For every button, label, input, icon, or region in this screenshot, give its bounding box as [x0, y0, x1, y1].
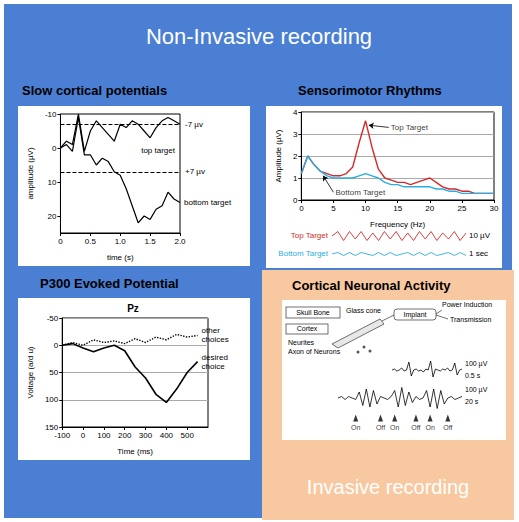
svg-text:400: 400 — [160, 431, 174, 440]
svg-text:1.5: 1.5 — [145, 237, 157, 246]
html-text:100 µV: 100 µV — [465, 386, 488, 393]
svg-text:choice: choice — [202, 362, 226, 371]
html-text:Pz: Pz — [127, 303, 139, 314]
svg-text:2: 2 — [293, 152, 298, 161]
svg-text:top target: top target — [141, 146, 176, 155]
svg-text:Skull Bone: Skull Bone — [296, 309, 330, 316]
svg-text:1: 1 — [293, 174, 298, 183]
svg-text:Transmission: Transmission — [450, 316, 491, 323]
svg-text:Glass cone: Glass cone — [346, 307, 381, 314]
svg-text:Implant: Implant — [404, 311, 427, 319]
svg-text:5: 5 — [331, 204, 336, 213]
svg-text:time (s): time (s) — [107, 253, 134, 262]
svg-text:choices: choices — [202, 335, 229, 344]
html-text:Cortical Neuronal Activity: Cortical Neuronal Activity — [292, 278, 451, 293]
svg-text:0: 0 — [299, 204, 304, 213]
html-text:10 µV: 10 µV — [469, 231, 491, 241]
svg-text:Axon of Neurons: Axon of Neurons — [288, 348, 341, 355]
svg-text:300: 300 — [139, 431, 153, 440]
svg-text:Off: Off — [411, 424, 420, 431]
svg-text:100: 100 — [97, 431, 111, 440]
svg-text:4: 4 — [293, 108, 298, 117]
svg-text:3: 3 — [293, 130, 298, 139]
html-text:0.5 s: 0.5 s — [465, 372, 481, 379]
svg-text:Amplitude (µV): Amplitude (µV) — [274, 129, 283, 182]
svg-text:On: On — [425, 424, 434, 431]
html-text:Sensorimotor Rhythms: Sensorimotor Rhythms — [298, 83, 442, 98]
svg-text:20: 20 — [425, 204, 434, 213]
svg-text:Top Target: Top Target — [391, 123, 429, 132]
svg-text:0.5: 0.5 — [85, 237, 97, 246]
svg-text:200: 200 — [118, 431, 132, 440]
html-text:100 µV: 100 µV — [465, 360, 488, 367]
svg-text:On: On — [390, 424, 399, 431]
svg-text:Voltage (a/d u): Voltage (a/d u) — [26, 346, 35, 398]
html-text:20 s: 20 s — [465, 398, 479, 405]
svg-text:2.0: 2.0 — [174, 237, 186, 246]
svg-text:0: 0 — [52, 144, 57, 153]
svg-text:Neurites: Neurites — [288, 339, 315, 346]
svg-text:15: 15 — [393, 204, 402, 213]
svg-text:desired: desired — [202, 353, 228, 362]
svg-text:Power Induction: Power Induction — [442, 301, 492, 308]
svg-text:Bottom Target: Bottom Target — [335, 188, 385, 197]
svg-text:150: 150 — [44, 422, 59, 432]
svg-text:100: 100 — [45, 395, 59, 404]
svg-text:10: 10 — [361, 204, 370, 213]
svg-text:On: On — [351, 424, 360, 431]
svg-text:50: 50 — [49, 368, 58, 377]
svg-text:other: other — [202, 326, 221, 335]
html-text:Top Target: Top Target — [290, 231, 328, 241]
svg-text:+7 µv: +7 µv — [185, 167, 205, 176]
svg-text:0: 0 — [54, 341, 59, 350]
html-text:1 sec: 1 sec — [469, 249, 489, 259]
svg-text:500: 500 — [180, 431, 194, 440]
svg-text:-50: -50 — [47, 314, 59, 323]
svg-text:bottom target: bottom target — [184, 198, 232, 207]
svg-text:Time (ms): Time (ms) — [117, 447, 153, 456]
svg-text:30: 30 — [490, 204, 499, 213]
svg-text:0: 0 — [58, 237, 63, 246]
html-text:Bottom Target: Bottom Target — [278, 249, 328, 259]
html-text:Invasive recording: Invasive recording — [306, 476, 470, 498]
html-text:Non-Invasive recording: Non-Invasive recording — [145, 24, 373, 49]
html-text:P300 Evoked Potential: P300 Evoked Potential — [40, 276, 179, 291]
svg-text:Cortex: Cortex — [297, 325, 318, 332]
svg-text:Off: Off — [376, 424, 385, 431]
svg-text:20: 20 — [48, 212, 57, 221]
svg-text:Off: Off — [443, 424, 452, 431]
svg-text:10: 10 — [48, 178, 57, 187]
svg-text:Frequency (Hz): Frequency (Hz) — [370, 220, 425, 229]
svg-text:0: 0 — [81, 431, 86, 440]
svg-text:-10: -10 — [45, 110, 57, 119]
svg-text:-7 µv: -7 µv — [185, 120, 203, 129]
svg-text:0: 0 — [293, 196, 298, 205]
svg-text:1.0: 1.0 — [115, 237, 127, 246]
html-text:Slow cortical potentials: Slow cortical potentials — [22, 83, 168, 98]
svg-text:-100: -100 — [54, 431, 71, 440]
svg-text:amplitude (µV): amplitude (µV) — [26, 147, 35, 200]
svg-text:25: 25 — [457, 204, 466, 213]
